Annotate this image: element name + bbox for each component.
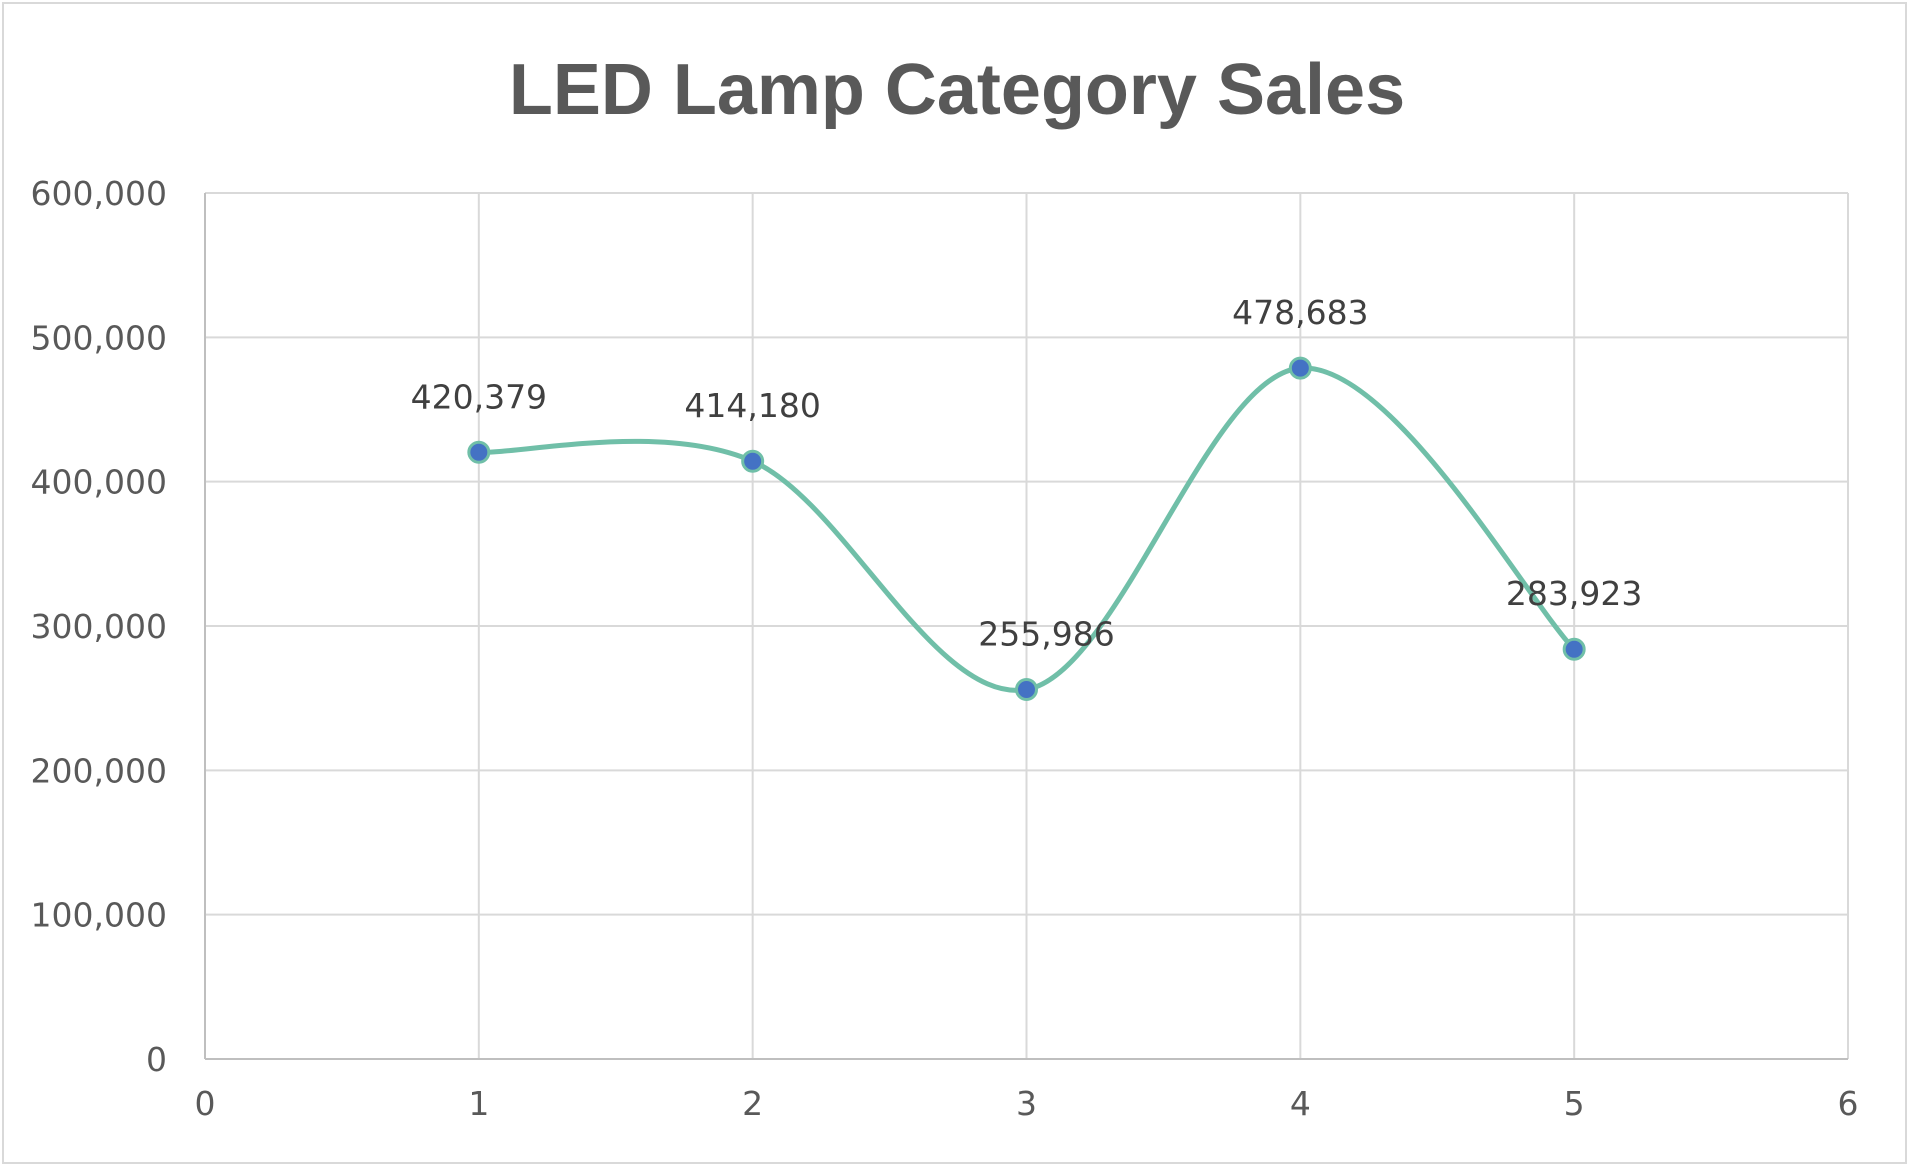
x-tick-label: 0 (195, 1084, 216, 1123)
data-label: 420,379 (411, 377, 547, 416)
y-tick-label: 200,000 (31, 751, 167, 790)
axes (204, 193, 1848, 1060)
y-tick-label: 100,000 (31, 896, 167, 935)
data-label: 283,923 (1506, 574, 1642, 613)
y-axis-ticks: 0 100,000 200,000 300,000 400,000 500,000 600,… (31, 174, 167, 1079)
data-labels: 420,379 414,180 255,986 478,683 283,923 (411, 293, 1643, 653)
x-tick-label: 4 (1290, 1084, 1311, 1123)
x-tick-label: 6 (1838, 1084, 1859, 1123)
y-tick-label: 400,000 (31, 463, 167, 502)
x-tick-label: 5 (1564, 1084, 1585, 1123)
x-tick-label: 3 (1016, 1084, 1037, 1123)
series-line (476, 365, 1577, 693)
grid (205, 192, 1849, 1059)
data-label: 255,986 (978, 615, 1114, 654)
data-point (1015, 678, 1038, 702)
x-axis-ticks: 0 1 2 3 4 5 6 (195, 1084, 1859, 1123)
chart-title: LED Lamp Category Sales (509, 50, 1405, 130)
x-tick-label: 1 (468, 1084, 489, 1123)
y-tick-label: 600,000 (31, 174, 167, 213)
series (476, 365, 1577, 693)
data-point (1288, 356, 1312, 380)
y-tick-label: 300,000 (31, 607, 167, 646)
y-tick-label: 0 (146, 1040, 167, 1079)
data-label: 478,683 (1232, 293, 1368, 332)
data-point (741, 449, 765, 473)
data-point (467, 440, 491, 464)
data-label: 414,180 (684, 386, 820, 425)
y-tick-label: 500,000 (31, 318, 167, 357)
x-tick-label: 2 (742, 1084, 763, 1123)
data-point (1562, 637, 1586, 661)
markers (467, 356, 1586, 702)
